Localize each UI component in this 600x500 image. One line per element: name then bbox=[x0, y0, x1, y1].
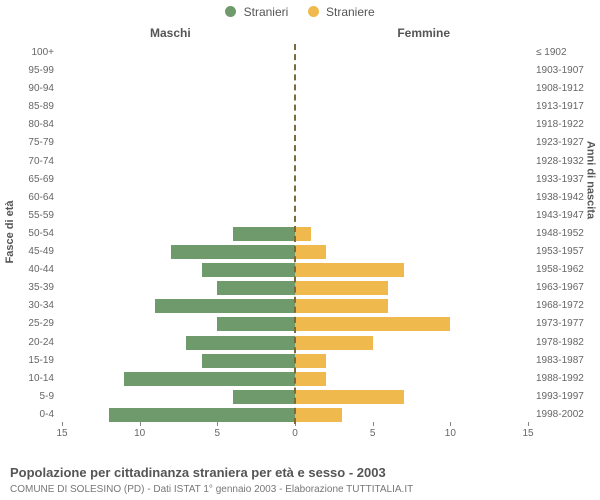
year-label: 1973-1977 bbox=[532, 315, 600, 333]
age-label: 10-14 bbox=[0, 370, 58, 388]
age-label: 35-39 bbox=[0, 279, 58, 297]
age-label: 70-74 bbox=[0, 153, 58, 171]
year-label: 1933-1937 bbox=[532, 171, 600, 189]
bar-male bbox=[202, 354, 295, 368]
year-label: 1928-1932 bbox=[532, 153, 600, 171]
year-label: 1958-1962 bbox=[532, 261, 600, 279]
age-label: 45-49 bbox=[0, 243, 58, 261]
age-label: 80-84 bbox=[0, 116, 58, 134]
bar-female bbox=[295, 281, 388, 295]
bar-female bbox=[295, 408, 342, 422]
bar-male bbox=[109, 408, 295, 422]
legend-item-male: Stranieri bbox=[225, 4, 288, 19]
age-label: 85-89 bbox=[0, 98, 58, 116]
chart-title: Popolazione per cittadinanza straniera p… bbox=[10, 465, 590, 480]
bar-female bbox=[295, 354, 326, 368]
population-pyramid-chart: Stranieri Straniere Maschi Femmine Fasce… bbox=[0, 0, 600, 500]
bar-male bbox=[171, 245, 295, 259]
bar-male bbox=[186, 336, 295, 350]
age-label: 15-19 bbox=[0, 352, 58, 370]
year-label: 1993-1997 bbox=[532, 388, 600, 406]
age-label: 95-99 bbox=[0, 62, 58, 80]
bar-male bbox=[233, 390, 295, 404]
legend-swatch-male bbox=[225, 6, 236, 17]
bar-female bbox=[295, 227, 311, 241]
x-tick-label: 15 bbox=[56, 428, 67, 439]
year-label: 1923-1927 bbox=[532, 134, 600, 152]
age-label: 75-79 bbox=[0, 134, 58, 152]
legend-label-male: Stranieri bbox=[244, 5, 289, 19]
x-tick bbox=[373, 422, 374, 426]
x-tick-label: 15 bbox=[522, 428, 533, 439]
chart-subtitle: COMUNE DI SOLESINO (PD) - Dati ISTAT 1° … bbox=[10, 484, 590, 495]
bar-male bbox=[217, 281, 295, 295]
age-label: 60-64 bbox=[0, 189, 58, 207]
bar-female bbox=[295, 372, 326, 386]
age-label: 25-29 bbox=[0, 315, 58, 333]
year-label: 1938-1942 bbox=[532, 189, 600, 207]
age-label: 0-4 bbox=[0, 406, 58, 424]
x-tick bbox=[528, 422, 529, 426]
bar-female bbox=[295, 390, 404, 404]
bar-female bbox=[295, 317, 450, 331]
bar-male bbox=[202, 263, 295, 277]
x-tick-label: 0 bbox=[292, 428, 298, 439]
age-label: 5-9 bbox=[0, 388, 58, 406]
legend: Stranieri Straniere bbox=[0, 4, 600, 19]
x-tick bbox=[62, 422, 63, 426]
bar-male bbox=[124, 372, 295, 386]
column-header-male: Maschi bbox=[150, 26, 191, 40]
bar-female bbox=[295, 263, 404, 277]
age-label: 55-59 bbox=[0, 207, 58, 225]
year-label: 1963-1967 bbox=[532, 279, 600, 297]
year-label: 1918-1922 bbox=[532, 116, 600, 134]
x-tick-label: 10 bbox=[134, 428, 145, 439]
year-label: 1913-1917 bbox=[532, 98, 600, 116]
x-tick-label: 5 bbox=[215, 428, 221, 439]
column-header-female: Femmine bbox=[397, 26, 450, 40]
year-label: 1998-2002 bbox=[532, 406, 600, 424]
year-label: 1948-1952 bbox=[532, 225, 600, 243]
year-label: 1953-1957 bbox=[532, 243, 600, 261]
bar-male bbox=[217, 317, 295, 331]
year-label: 1988-1992 bbox=[532, 370, 600, 388]
x-axis: 15105051015 bbox=[62, 426, 528, 446]
year-label: 1903-1907 bbox=[532, 62, 600, 80]
age-label: 65-69 bbox=[0, 171, 58, 189]
x-tick bbox=[140, 422, 141, 426]
legend-label-female: Straniere bbox=[326, 5, 375, 19]
bar-male bbox=[233, 227, 295, 241]
year-label: ≤ 1902 bbox=[532, 44, 600, 62]
legend-item-female: Straniere bbox=[308, 4, 375, 19]
x-tick-label: 10 bbox=[445, 428, 456, 439]
x-tick bbox=[217, 422, 218, 426]
age-label: 40-44 bbox=[0, 261, 58, 279]
age-label: 20-24 bbox=[0, 334, 58, 352]
year-label: 1968-1972 bbox=[532, 297, 600, 315]
age-label: 100+ bbox=[0, 44, 58, 62]
year-label: 1908-1912 bbox=[532, 80, 600, 98]
center-divider bbox=[294, 44, 296, 424]
age-label: 30-34 bbox=[0, 297, 58, 315]
bar-female bbox=[295, 245, 326, 259]
year-label: 1943-1947 bbox=[532, 207, 600, 225]
bar-male bbox=[155, 299, 295, 313]
x-tick-label: 5 bbox=[370, 428, 376, 439]
year-label: 1983-1987 bbox=[532, 352, 600, 370]
x-tick bbox=[450, 422, 451, 426]
legend-swatch-female bbox=[308, 6, 319, 17]
bar-female bbox=[295, 336, 373, 350]
age-label: 90-94 bbox=[0, 80, 58, 98]
year-label: 1978-1982 bbox=[532, 334, 600, 352]
bar-female bbox=[295, 299, 388, 313]
age-label: 50-54 bbox=[0, 225, 58, 243]
